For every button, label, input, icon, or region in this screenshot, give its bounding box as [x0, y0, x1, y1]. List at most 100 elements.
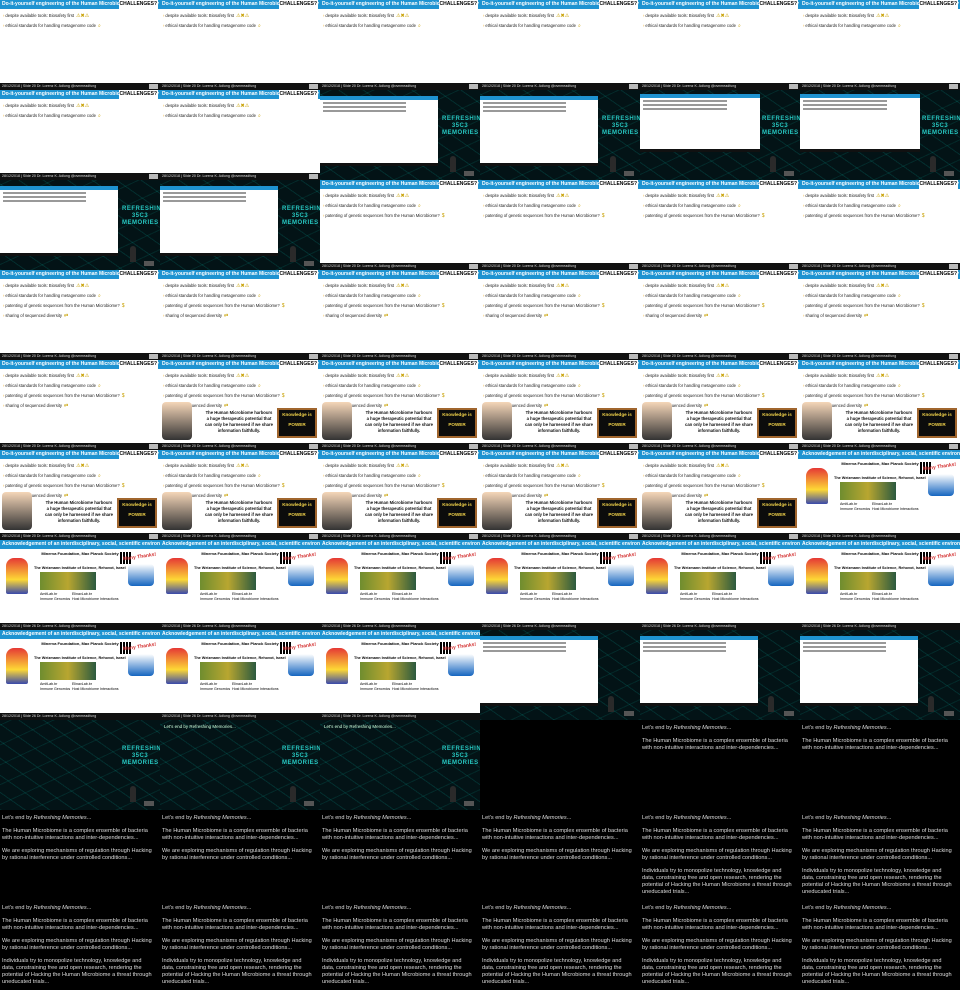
ack-slide-frame[interactable]: Acknowledgement of an interdisciplinary,… — [800, 450, 960, 540]
ending-frame[interactable]: Let's end by Refreshing Memories... The H… — [480, 900, 640, 990]
slide-frame[interactable]: Do-it-yourself engineering of the Human … — [320, 450, 480, 540]
ack-slide-frame[interactable]: Acknowledgement of an interdisciplinary,… — [160, 630, 320, 720]
ack-title: Acknowledgement of an interdisciplinary,… — [800, 540, 960, 549]
slide-frame[interactable]: Do-it-yourself engineering of the Human … — [0, 0, 160, 90]
slide-frame[interactable]: Do-it-yourself engineering of the Human … — [800, 0, 960, 90]
slide-title: Do-it-yourself engineering of the Human … — [800, 180, 960, 189]
ending-frame[interactable]: Let's end by Refreshing Memories... The H… — [640, 720, 800, 810]
video-frame[interactable] — [800, 630, 960, 720]
ack-slide-frame[interactable]: Acknowledgement of an interdisciplinary,… — [640, 540, 800, 630]
projected-text-line — [803, 646, 886, 648]
ending-frame[interactable]: Let's end by Refreshing Memories... The H… — [320, 810, 480, 900]
slide-frame[interactable]: Do-it-yourself engineering of the Human … — [480, 360, 640, 450]
video-frame[interactable]: REFRESHING35C3MEMORIES — [480, 90, 640, 180]
ack-slide-frame[interactable]: Acknowledgement of an interdisciplinary,… — [320, 540, 480, 630]
slide-frame[interactable]: Do-it-yourself engineering of the Human … — [800, 360, 960, 450]
bullet-item: ›ethical standards for handling metageno… — [3, 381, 157, 391]
slide-frame[interactable]: Do-it-yourself engineering of the Human … — [0, 450, 160, 540]
slide-title: Do-it-yourself engineering of the Human … — [480, 450, 640, 459]
video-frame[interactable]: REFRESHING35C3MEMORIES Let's end by Refre… — [160, 720, 320, 810]
video-frame[interactable]: REFRESHING35C3MEMORIES — [800, 90, 960, 180]
slide-frame[interactable]: Do-it-yourself engineering of the Human … — [480, 270, 640, 360]
bullet-list: ›despite available tools: Biosafety firs… — [160, 369, 320, 413]
ending-frame[interactable]: Let's end by Refreshing Memories... The H… — [640, 810, 800, 900]
bullet-list: ›despite available tools: Biosafety firs… — [800, 369, 960, 413]
video-frame[interactable]: REFRESHING35C3MEMORIES Let's end by Refre… — [320, 720, 480, 810]
warning-icons: ⚠✖⚠ — [556, 463, 570, 469]
video-frame[interactable]: REFRESHING35C3MEMORIES — [160, 180, 320, 270]
microbiome-quote: The Human Microbiome harbours a huge the… — [45, 500, 113, 523]
slide-frame[interactable]: Do-it-yourself engineering of the Human … — [320, 0, 480, 90]
slide-frame[interactable]: Do-it-yourself engineering of the Human … — [320, 270, 480, 360]
video-frame[interactable] — [640, 630, 800, 720]
lab-line: ElinavLab.br — [392, 682, 412, 686]
slide-frame[interactable]: Do-it-yourself engineering of the Human … — [800, 180, 960, 270]
slide-frame[interactable]: Do-it-yourself engineering of the Human … — [160, 450, 320, 540]
bullet-marker-icon: › — [3, 23, 5, 28]
ending-frame[interactable]: Let's end by Refreshing Memories... The H… — [160, 810, 320, 900]
ending-frame[interactable]: Let's end by Refreshing Memories... The H… — [640, 900, 800, 990]
ack-slide-frame[interactable]: Acknowledgement of an interdisciplinary,… — [0, 540, 160, 630]
slide-frame[interactable]: Do-it-yourself engineering of the Human … — [640, 180, 800, 270]
bullet-item: ›despite available tools: Biosafety firs… — [483, 11, 637, 21]
video-frame[interactable]: REFRESHING35C3MEMORIES — [0, 720, 160, 810]
slide-frame[interactable]: Do-it-yourself engineering of the Human … — [480, 0, 640, 90]
video-frame[interactable]: REFRESHING35C3MEMORIES — [640, 90, 800, 180]
ending-frame[interactable]: Let's end by Refreshing Memories... The H… — [0, 900, 160, 990]
bullet-text: patenting of genetic sequences from the … — [485, 393, 600, 398]
lab-line: Host Microbiome Interactions — [232, 597, 279, 601]
slide-frame[interactable]: Do-it-yourself engineering of the Human … — [160, 270, 320, 360]
slide-frame[interactable]: Do-it-yourself engineering of the Human … — [640, 270, 800, 360]
slide-frame[interactable]: Do-it-yourself engineering of the Human … — [160, 360, 320, 450]
slide-frame[interactable]: Do-it-yourself engineering of the Human … — [320, 360, 480, 450]
ack-slide-frame[interactable]: Acknowledgement of an interdisciplinary,… — [320, 630, 480, 720]
ack-slide-frame[interactable]: Acknowledgement of an interdisciplinary,… — [160, 540, 320, 630]
bullet-text: sharing of sequenced diversity — [325, 403, 382, 408]
conference-brand: REFRESHING35C3MEMORIES — [442, 116, 480, 137]
slide-frame[interactable]: Do-it-yourself engineering of the Human … — [480, 450, 640, 540]
ending-frame[interactable]: Let's end by Refreshing Memories... The H… — [480, 810, 640, 900]
slide-frame[interactable]: Do-it-yourself engineering of the Human … — [160, 0, 320, 90]
ending-frame[interactable]: Let's end by Refreshing Memories... The H… — [160, 900, 320, 990]
video-frame[interactable]: REFRESHING35C3MEMORIES — [0, 180, 160, 270]
code-search-icon: ⌕ — [257, 473, 261, 479]
slide-frame[interactable]: Do-it-yourself engineering of the Human … — [0, 270, 160, 360]
share-icon: ⇄ — [63, 403, 69, 409]
slide-frame[interactable]: Do-it-yourself engineering of the Human … — [320, 180, 480, 270]
ending-frame[interactable]: Let's end by Refreshing Memories... The H… — [320, 900, 480, 990]
bullet-marker-icon: › — [3, 113, 5, 118]
video-frame[interactable] — [480, 630, 640, 720]
slide-frame[interactable]: Do-it-yourself engineering of the Human … — [640, 450, 800, 540]
ending-frame[interactable]: Let's end by Refreshing Memories... The H… — [800, 720, 960, 810]
bullet-text: sharing of sequenced diversity — [485, 313, 542, 318]
ending-frame[interactable]: Let's end by Refreshing Memories... The H… — [800, 900, 960, 990]
slide-frame[interactable]: Do-it-yourself engineering of the Human … — [480, 180, 640, 270]
money-bag-icon: $ — [281, 303, 285, 309]
ack-slide-frame[interactable]: Acknowledgement of an interdisciplinary,… — [0, 630, 160, 720]
brand-line: MEMORIES — [762, 130, 799, 136]
lab-line: ElinavLab.br — [552, 592, 572, 596]
bullet-text: patenting of genetic sequences from the … — [485, 483, 600, 488]
bullet-marker-icon: › — [803, 213, 805, 218]
warning-icons: ⚠✖⚠ — [236, 103, 250, 109]
slide-frame[interactable]: Do-it-yourself engineering of the Human … — [0, 360, 160, 450]
bullet-item: ›despite available tools: Biosafety firs… — [3, 371, 157, 381]
ending-frame[interactable] — [480, 720, 640, 810]
slide-frame[interactable]: Do-it-yourself engineering of the Human … — [640, 0, 800, 90]
lab-line: Host Microbiome Interactions — [552, 597, 599, 601]
ack-slide-frame[interactable]: Acknowledgement of an interdisciplinary,… — [480, 540, 640, 630]
bullet-marker-icon: › — [3, 393, 5, 398]
video-frame[interactable]: REFRESHING35C3MEMORIES — [320, 90, 480, 180]
bullet-list: ›despite available tools: Biosafety firs… — [480, 459, 640, 503]
slide-frame[interactable]: Do-it-yourself engineering of the Human … — [0, 90, 160, 180]
lab-line: AmitLab.br — [40, 682, 58, 686]
share-icon: ⇄ — [63, 493, 69, 499]
ending-frame[interactable]: Let's end by Refreshing Memories... The H… — [800, 810, 960, 900]
bullet-marker-icon: › — [483, 213, 485, 218]
ack-slide-frame[interactable]: Acknowledgement of an interdisciplinary,… — [800, 540, 960, 630]
ending-line-1: Let's end by Refreshing Memories... — [802, 815, 952, 822]
slide-frame[interactable]: Do-it-yourself engineering of the Human … — [160, 90, 320, 180]
slide-frame[interactable]: Do-it-yourself engineering of the Human … — [640, 360, 800, 450]
slide-frame[interactable]: Do-it-yourself engineering of the Human … — [800, 270, 960, 360]
ending-frame[interactable]: Let's end by Refreshing Memories... The H… — [0, 810, 160, 900]
